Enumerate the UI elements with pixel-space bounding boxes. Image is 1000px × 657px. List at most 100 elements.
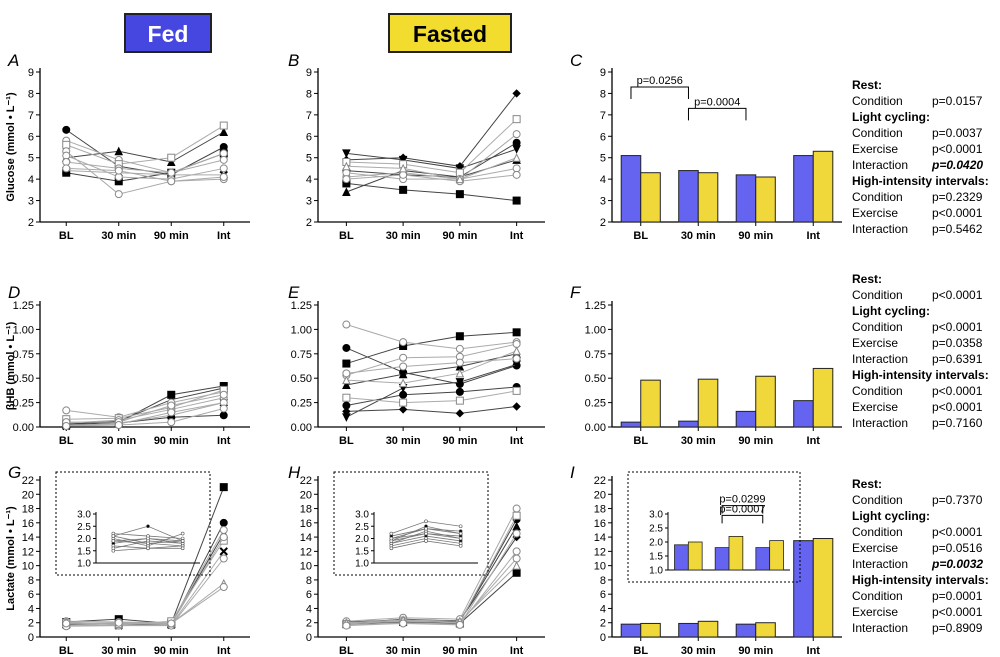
y-tick-label: 0.50: [585, 373, 606, 385]
data-point: [512, 568, 521, 577]
x-tick-label: BL: [59, 435, 74, 447]
panel-letter: B: [288, 51, 299, 70]
data-point: [398, 155, 408, 165]
y-tick-label: 6: [306, 131, 312, 143]
stats-label: Exercise: [852, 206, 899, 220]
series-line: [346, 93, 518, 167]
panel-letter: F: [570, 283, 582, 302]
data-point: [342, 320, 351, 329]
x-tick-label: Int: [217, 435, 231, 447]
inset-point: [389, 546, 394, 551]
inset-y-tick-label: 1.5: [77, 546, 91, 557]
y-tick-label: 0.25: [291, 398, 312, 410]
y-tick-label: 8: [306, 575, 312, 587]
stats-label: Condition: [852, 493, 903, 507]
data-point: [512, 354, 521, 363]
data-point: [219, 583, 228, 592]
data-point: [167, 418, 176, 427]
x-tick-label: BL: [633, 230, 648, 242]
bar-fasted: [812, 367, 834, 428]
stats-panel-i: Rest: Condition p=0.7370 Light cycling: Cond…: [852, 477, 1000, 637]
data-point: [219, 121, 228, 130]
stats-label: Condition: [852, 288, 903, 302]
inset-y-tick-label: 3.0: [77, 510, 91, 521]
data-point: [512, 153, 521, 162]
y-tick-label: 0: [306, 632, 312, 644]
inset-point: [111, 539, 116, 543]
bar-fasted: [697, 378, 719, 428]
stats-label: Exercise: [852, 336, 899, 350]
series-line: [66, 152, 224, 182]
bar-fed: [620, 623, 642, 638]
inset-y-tick-label: 1.5: [355, 546, 369, 557]
x-tick-label: Int: [807, 435, 821, 447]
stats-value: p<0.0001: [932, 142, 983, 156]
y-tick-label: 8: [600, 88, 606, 100]
data-point: [342, 343, 351, 352]
data-point: [219, 127, 229, 136]
stats-label: Interaction: [852, 158, 909, 172]
y-tick-label: 4: [600, 603, 606, 615]
y-tick-label: 4: [306, 603, 312, 615]
series-line: [66, 389, 224, 420]
y-tick-label: 0.75: [291, 349, 312, 361]
inset-point: [111, 534, 116, 538]
y-tick-label: 0.75: [13, 349, 34, 361]
inset-point: [389, 531, 394, 536]
data-point: [512, 561, 521, 570]
y-tick-label: 0.25: [13, 398, 34, 410]
data-point: [455, 387, 464, 396]
data-point: [167, 401, 176, 410]
data-point: [342, 375, 351, 385]
stats-row: Rest:: [852, 78, 1000, 93]
inset-point: [146, 541, 150, 546]
x-tick-label: 90 min: [738, 230, 773, 242]
series-line: [346, 174, 517, 182]
y-tick-label: 4: [306, 174, 312, 186]
data-point: [167, 177, 176, 186]
x-tick-label: Int: [510, 230, 524, 242]
series-line: [65, 150, 224, 195]
y-tick-label: 6: [306, 589, 312, 601]
data-point: [342, 401, 351, 410]
stats-value: p=0.0358: [932, 336, 983, 350]
data-point: [219, 525, 228, 534]
bar-fed: [735, 410, 757, 428]
stats-row: Condition p<0.0001: [852, 525, 1000, 540]
data-point: [219, 155, 228, 164]
y-tick-label: 0.75: [585, 349, 606, 361]
stats-label: Condition: [852, 126, 903, 140]
data-point: [512, 138, 521, 147]
y-tick-label: 0.50: [13, 373, 34, 385]
data-point: [219, 533, 228, 542]
data-point: [512, 196, 521, 205]
inset-frame: [333, 471, 489, 576]
inset-point: [111, 548, 116, 553]
y-tick-label: 2: [306, 217, 312, 229]
panel-letter: D: [8, 283, 20, 302]
stats-label: Exercise: [852, 541, 899, 555]
data-point: [219, 164, 228, 173]
series-line: [66, 391, 224, 418]
x-tick-label: Int: [807, 645, 821, 657]
y-tick-label: 8: [28, 88, 34, 100]
y-tick-label: 2: [28, 618, 34, 630]
data-point: [512, 115, 521, 124]
series-line: [346, 142, 517, 178]
data-point: [114, 421, 123, 430]
stats-row: Exercise p=0.0516: [852, 541, 1000, 556]
data-point: [114, 618, 123, 627]
y-tick-label: 12: [594, 546, 606, 558]
stats-value: p<0.0001: [932, 605, 983, 619]
stats-label: Exercise: [852, 400, 899, 414]
stats-row: Interaction p=0.5462: [852, 222, 1000, 237]
stats-row: Interaction p=0.6391: [852, 352, 1000, 367]
y-tick-label: 14: [300, 532, 312, 544]
x-tick-label: 90 min: [442, 230, 477, 242]
x-tick-label: Int: [217, 645, 231, 657]
data-point: [512, 529, 521, 538]
inset-y-tick-label: 2.5: [77, 522, 91, 533]
data-point: [399, 185, 408, 194]
data-point: [342, 369, 351, 378]
